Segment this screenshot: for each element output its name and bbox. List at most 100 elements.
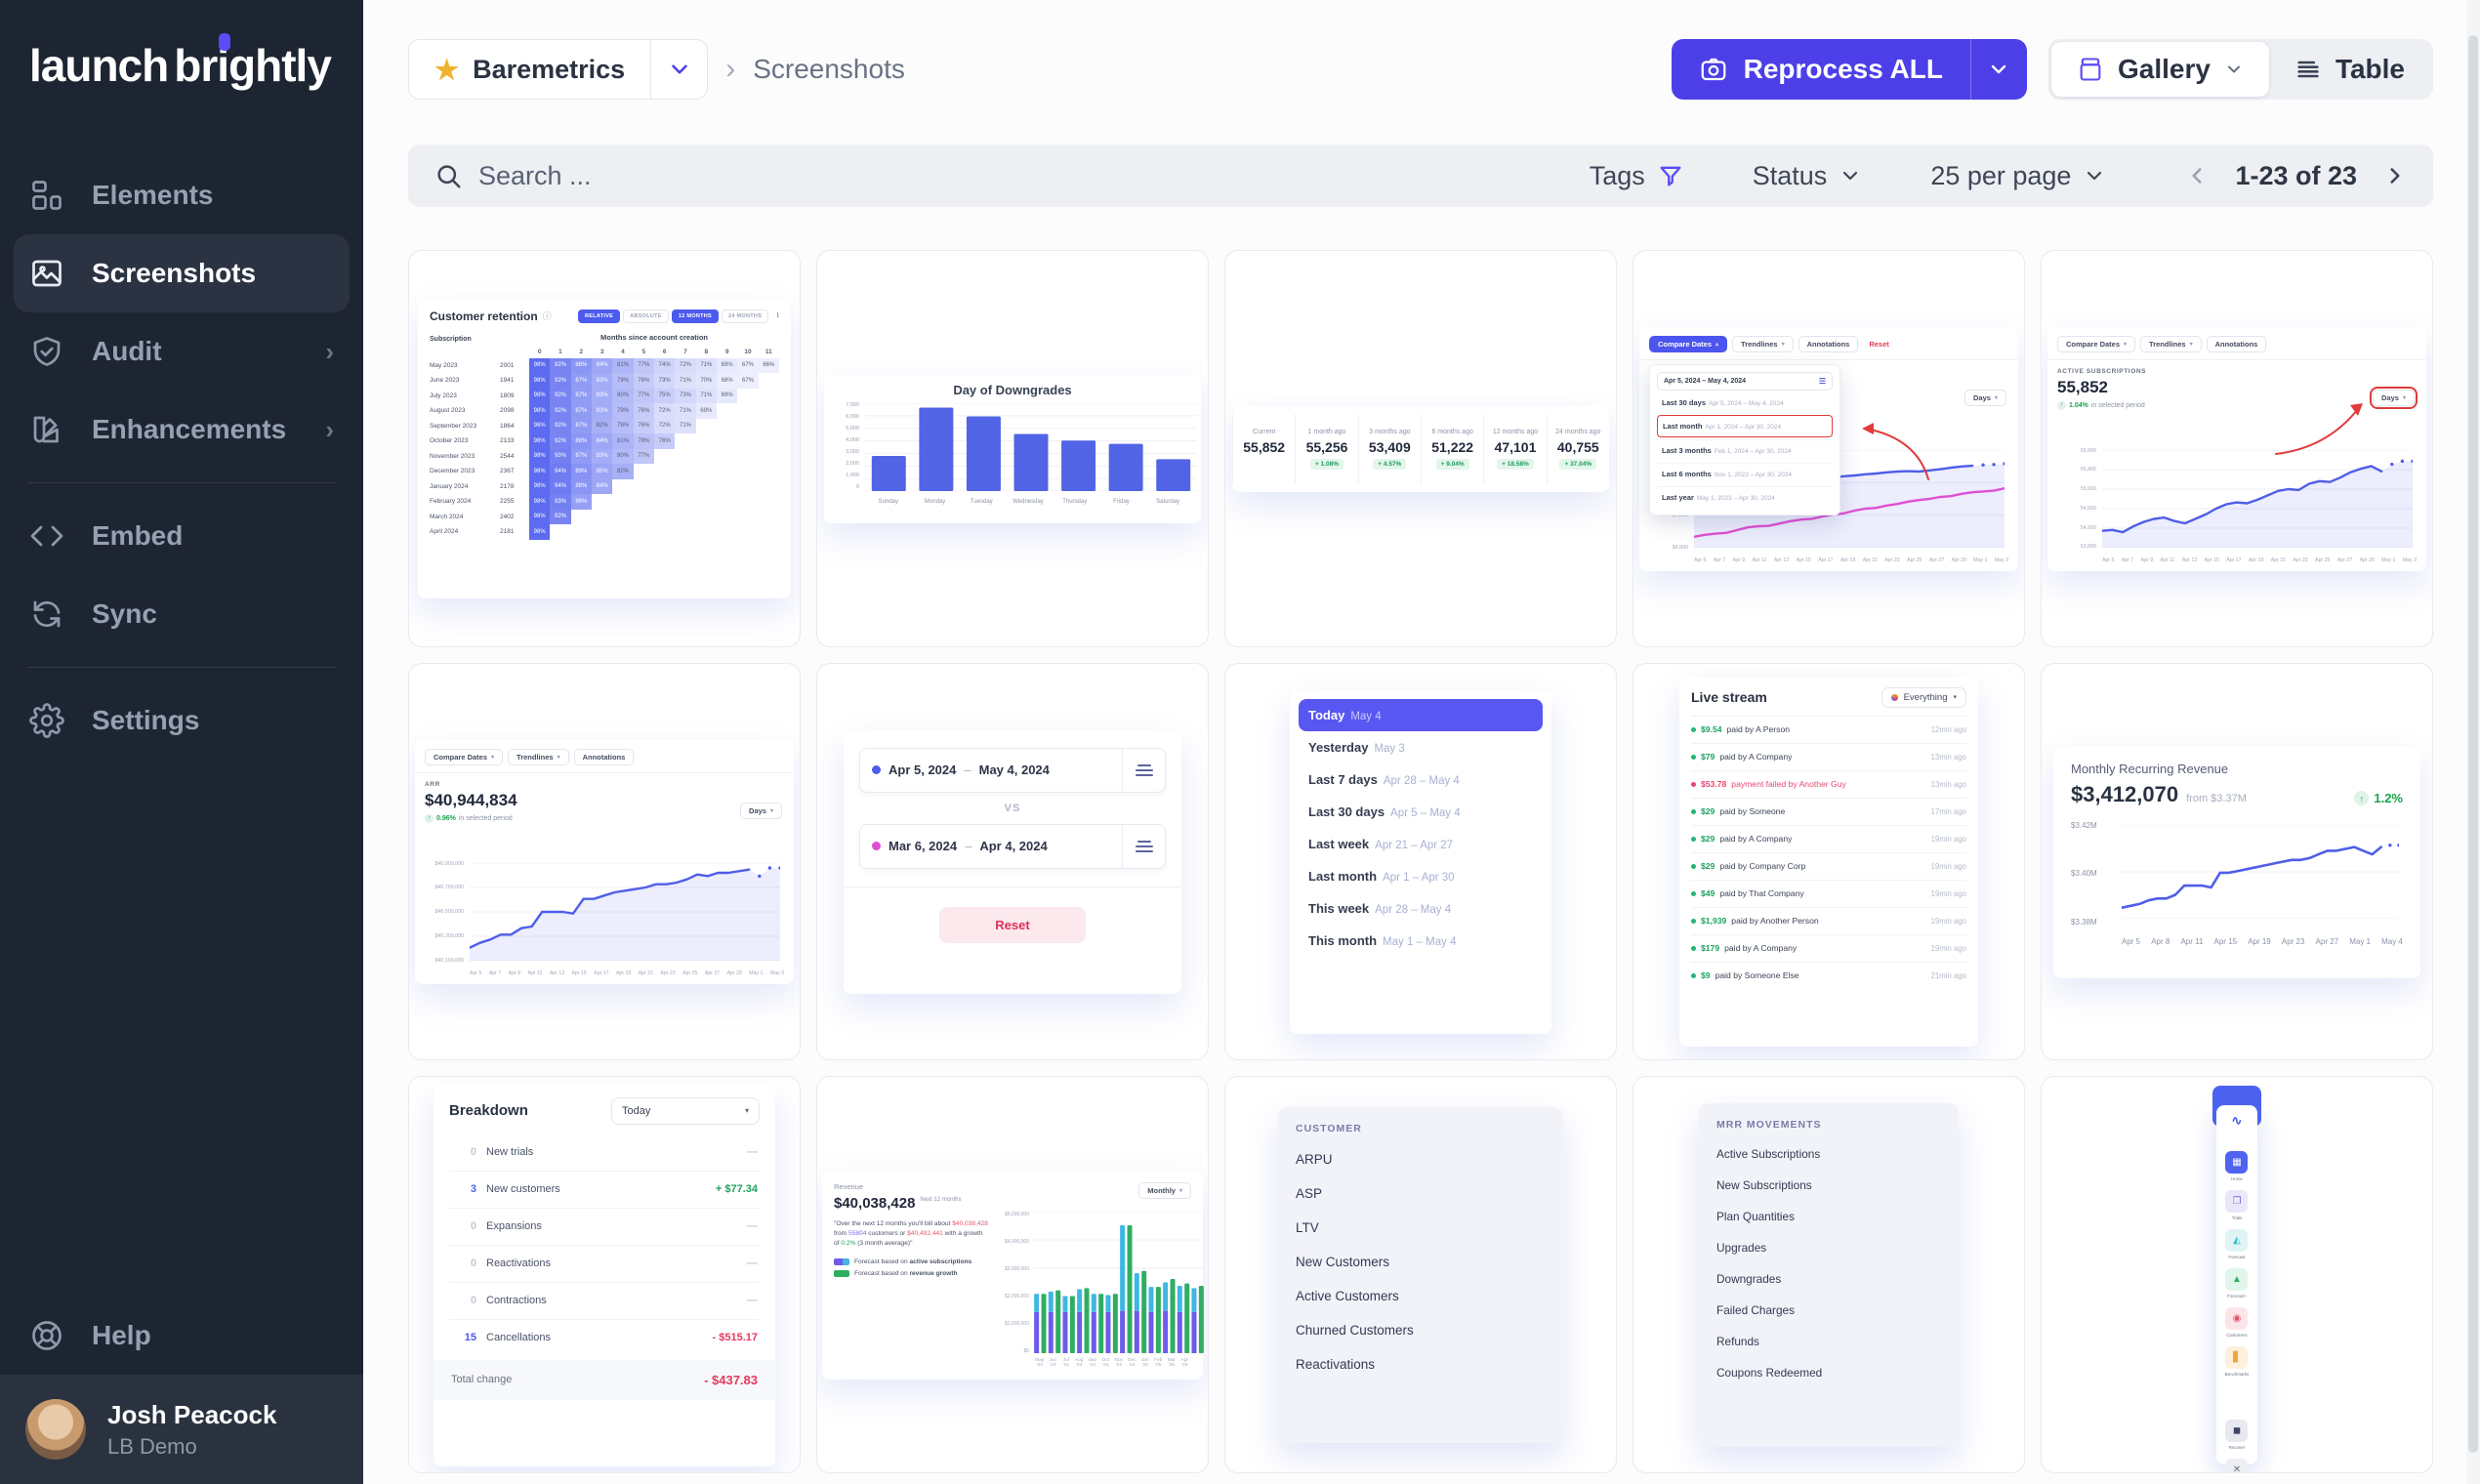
date-preset-option: Yesterday May 3 xyxy=(1299,731,1543,763)
sidebar-item-enhancements[interactable]: Enhancements › xyxy=(0,391,363,469)
x-tick: Apr 19 xyxy=(2248,936,2271,946)
y-tick: $3.42M xyxy=(2071,820,2097,830)
metric-value: $40,944,834 xyxy=(425,790,517,809)
retention-cell: 66% xyxy=(758,357,779,373)
screenshot-card-app-nav[interactable]: ∿ ▦ Home ❐ Trials xyxy=(2041,1076,2433,1473)
scrollbar[interactable] xyxy=(2466,0,2480,1484)
retention-cell: 87% xyxy=(570,388,592,403)
y-tick: $3,000,000 xyxy=(1004,1265,1029,1272)
retention-cell: 67% xyxy=(737,373,759,389)
view-table-tab[interactable]: Table xyxy=(2269,42,2430,97)
screenshot-card-breakdown[interactable]: Breakdown Today ▾ 0 New trials — 3 xyxy=(408,1076,801,1473)
x-tick: Apr 15 xyxy=(571,969,587,976)
nav-tile-icon: ◉ xyxy=(2225,1306,2249,1330)
retention-month-label: 5 xyxy=(641,348,646,355)
reprocess-all-button[interactable]: Reprocess ALL xyxy=(1672,39,1970,100)
compare-dates-button: Compare Dates ▴ xyxy=(1649,335,1728,352)
sidebar-item-settings[interactable]: Settings xyxy=(0,681,363,760)
view-gallery-tab[interactable]: Gallery xyxy=(2050,42,2269,97)
y-tick: 5,000 xyxy=(846,425,859,432)
screenshot-card-mrr-movements-menu[interactable]: MRR MOVEMENTS Active Subscriptions New Su… xyxy=(1633,1076,2025,1473)
row-value: + $77.34 xyxy=(715,1183,758,1195)
screenshot-card-forecast[interactable]: Revenue $40,038,428 Next 12 months "Over… xyxy=(816,1076,1209,1473)
x-tick: Apr 5 xyxy=(2122,936,2141,946)
preset-range: May 3 xyxy=(1374,742,1405,755)
sidebar-item-elements[interactable]: Elements xyxy=(0,156,363,234)
reprocess-dropdown-button[interactable] xyxy=(1969,39,2027,100)
x-tick: Apr 13 xyxy=(549,969,565,976)
metric-value: 51,222 xyxy=(1431,438,1474,455)
project-dropdown-button[interactable] xyxy=(650,40,707,99)
breakdown-total: Total change - $437.83 xyxy=(434,1359,775,1400)
retention-cell: 87% xyxy=(570,403,592,419)
screenshot-card-downgrades[interactable]: Day of Downgrades 7,000 6,000 5,000 4,000 3,… xyxy=(816,250,1209,647)
user-menu[interactable]: Josh Peacock LB Demo xyxy=(0,1375,363,1484)
tags-filter-button[interactable]: Tags xyxy=(1590,161,1684,191)
x-tick: May 1 xyxy=(2381,556,2396,563)
event-status-dot xyxy=(1691,781,1696,787)
livestream-event: $9.54 paid by A Person 12min ago xyxy=(1691,715,1966,743)
per-page-label: 25 per page xyxy=(1930,160,2072,190)
retention-cell: 87% xyxy=(570,448,592,464)
vs-label: vs xyxy=(1004,802,1021,814)
project-button[interactable]: ★ Baremetrics xyxy=(409,40,650,99)
livestream-event: $29 paid by Company Corp 19min ago xyxy=(1691,851,1966,880)
row-value: — xyxy=(747,1220,758,1232)
screenshot-card-mrr[interactable]: Monthly Recurring Revenue $3,412,070 fro… xyxy=(2041,663,2433,1060)
arrow-up-icon: ↑ xyxy=(2354,791,2370,805)
menu-item: Refunds xyxy=(1716,1334,1759,1348)
retention-row: April 2024 2181 98% xyxy=(430,524,779,540)
y-tick: $0 xyxy=(1023,1348,1029,1355)
menu-item: New Subscriptions xyxy=(1716,1177,1812,1192)
status-filter-button[interactable]: Status xyxy=(1753,161,1863,191)
screenshot-card-date-presets[interactable]: Today May 4 Yesterday May 3 Last 7 days … xyxy=(1224,663,1617,1060)
event-status-dot xyxy=(1691,754,1696,760)
forecast-kicker: Revenue xyxy=(834,1181,864,1191)
screenshot-card-retention[interactable]: Customer retention ⓘ RELATIVE ABSOLUTE 12 … xyxy=(408,250,801,647)
retention-cell: 84% xyxy=(592,357,613,373)
sidebar-item-label: Elements xyxy=(92,180,214,210)
sidebar-item-sync[interactable]: Sync xyxy=(0,575,363,653)
screenshot-card-customer-menu[interactable]: CUSTOMER ARPU ASP LTV New Customers Active C… xyxy=(1224,1076,1617,1473)
sidebar-item-screenshots[interactable]: Screenshots xyxy=(14,234,350,312)
screenshot-card-livestream[interactable]: Live stream Everything ▾ $9.54 paid by A… xyxy=(1633,663,2025,1060)
retention-cell: 98% xyxy=(529,403,551,419)
x-tick: Apr 23 xyxy=(2293,556,2308,563)
retention-month-label: 0 xyxy=(537,348,542,355)
scrollbar-thumb[interactable] xyxy=(2468,35,2478,1453)
sidebar-item-label: Audit xyxy=(92,336,162,366)
event-time: 12min ago xyxy=(1930,724,1966,734)
screenshot-card-active-subscriptions[interactable]: Compare Dates ▾ Trendlines ▾ Annotations A… xyxy=(2041,250,2433,647)
search-input[interactable] xyxy=(478,160,1162,191)
per-page-selector[interactable]: 25 per page xyxy=(1930,161,2106,191)
nav-tile: ▦ Home xyxy=(2225,1150,2249,1181)
screenshot-card-arr[interactable]: Compare Dates ▾ Trendlines ▾ Annotations A… xyxy=(408,663,801,1060)
retention-title: Customer retention xyxy=(430,309,538,323)
retention-row: March 2024 2402 98% 92% xyxy=(430,509,779,524)
x-tick: May 4 xyxy=(2381,936,2403,946)
x-axis-labels: May '24 Jun '24 Jul '24 Aug '24 Sep '24 Oct '… xyxy=(1033,1358,1191,1368)
filter-toolbar: Tags Status 25 per page 1-23 of 23 xyxy=(408,144,2433,207)
retention-row: December 2023 2367 98% 94% 89% 85% 82% xyxy=(430,464,779,479)
screenshot-card-compare-dates[interactable]: Compare Dates ▴ Trendlines ▾ Annotations R… xyxy=(1633,250,2025,647)
x-tick: Apr 7 xyxy=(2121,556,2134,563)
y-axis-labels: $5,000,000 $4,000,000 $3,000,000 $2,000,000… xyxy=(998,1212,1029,1355)
event-time: 19min ago xyxy=(1930,943,1966,953)
sidebar-item-help[interactable]: Help xyxy=(0,1297,363,1375)
x-axis-labels: Apr 5 Apr 8 Apr 11 Apr 15 Apr 19 Apr 23 Apr 27… xyxy=(2122,937,2403,946)
retention-cell: 69% xyxy=(717,388,738,403)
screenshot-card-date-compare[interactable]: Apr 5, 2024 – May 4, 2024 vs Mar 6, 2024… xyxy=(816,663,1209,1060)
screenshot-card-snapshots[interactable]: Current 55,852 1 month ago 55,256 + 1.08… xyxy=(1224,250,1617,647)
row-label: Cancellations xyxy=(486,1332,552,1343)
page-next-button[interactable] xyxy=(2382,163,2408,188)
page-prev-button[interactable] xyxy=(2184,163,2210,188)
arr-thumbnail: Compare Dates ▾ Trendlines ▾ Annotations A… xyxy=(415,739,794,984)
x-tick: May 1 xyxy=(749,969,764,976)
y-tick: 53,800 xyxy=(2080,544,2096,551)
metric-tile: 6 months ago 51,222 + 9.04% xyxy=(1420,413,1483,484)
retention-cell: 84% xyxy=(592,478,613,494)
retention-cell: 98% xyxy=(529,478,551,494)
sidebar-item-embed[interactable]: Embed xyxy=(0,497,363,575)
row-value: — xyxy=(747,1295,758,1306)
sidebar-item-audit[interactable]: Audit › xyxy=(0,312,363,391)
